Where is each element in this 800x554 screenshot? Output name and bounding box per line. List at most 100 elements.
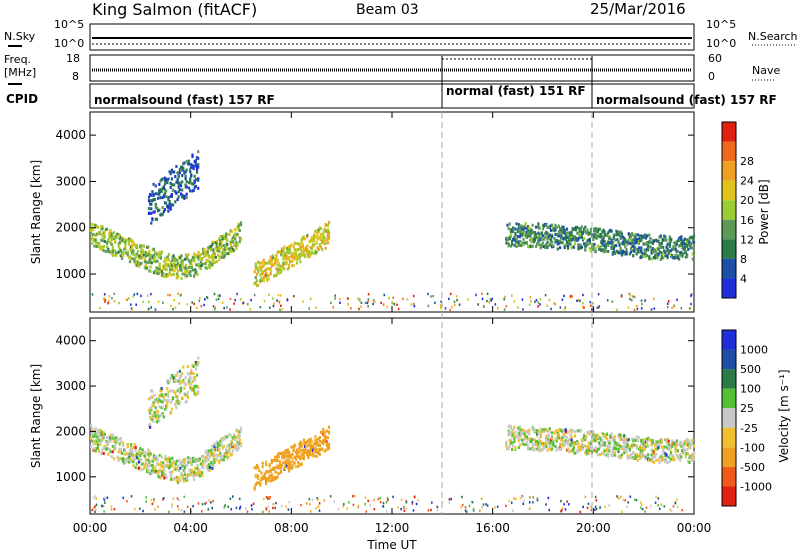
velocity-cell <box>152 471 156 475</box>
velocity-cell <box>161 394 164 398</box>
power-cell <box>650 249 653 252</box>
velocity-cell <box>90 445 93 449</box>
velocity-cell <box>93 434 96 438</box>
power-cell <box>679 236 682 239</box>
power-speckle <box>563 308 566 311</box>
power-speckle <box>358 307 360 311</box>
velocity-cell <box>569 433 572 437</box>
velocity-cell <box>557 432 561 436</box>
velocity-cell <box>676 449 679 453</box>
power-cell <box>301 253 304 257</box>
power-cell <box>293 255 296 259</box>
velocity-cell <box>683 449 686 453</box>
velocity-cell <box>569 437 572 441</box>
power-speckle <box>666 306 669 309</box>
velocity-cell <box>583 434 586 438</box>
velocity-cell <box>589 439 593 443</box>
power-speckle <box>534 300 536 304</box>
velocity-speckle <box>590 508 593 512</box>
power-cell <box>210 244 213 248</box>
power-cell <box>95 241 98 245</box>
velocity-cell <box>166 380 169 384</box>
power-cell <box>185 185 188 189</box>
velocity-cell <box>324 434 327 438</box>
power-cell <box>680 235 683 239</box>
velocity-speckle <box>272 502 275 506</box>
velocity-speckle <box>619 495 622 499</box>
velocity-cell <box>564 429 567 433</box>
power-cell <box>631 241 634 245</box>
power-speckle <box>367 305 369 308</box>
power-cell <box>128 260 132 264</box>
power-cell <box>548 233 551 237</box>
velocity-cell <box>210 463 213 466</box>
velocity-speckle <box>385 501 388 504</box>
velocity-cell <box>195 471 198 475</box>
power-cell <box>283 245 286 249</box>
power-cell <box>686 244 689 248</box>
power-cell <box>159 196 162 200</box>
velocity-cell <box>554 444 557 448</box>
velocity-cell <box>143 450 146 454</box>
velocity-cell <box>686 438 689 441</box>
velocity-cell <box>511 448 514 451</box>
velocity-cell <box>569 444 572 448</box>
power-cell <box>666 256 669 260</box>
power-cell <box>611 241 614 244</box>
power-cell <box>233 243 236 247</box>
velocity-cell <box>541 443 545 447</box>
power-cell <box>597 234 601 238</box>
power-cell <box>548 237 551 241</box>
velocity-speckle <box>594 508 596 512</box>
power-cell <box>681 252 684 256</box>
power-speckle <box>467 298 469 301</box>
velocity-cell <box>181 474 184 478</box>
power-cell <box>592 238 595 242</box>
power-cell <box>307 253 310 257</box>
power-cell <box>187 181 191 185</box>
velocity-cell <box>194 392 197 396</box>
power-cell <box>159 179 162 183</box>
power-cell <box>211 253 214 257</box>
velocity-cell <box>285 460 288 464</box>
velocity-speckle <box>382 501 385 505</box>
velocity-cell <box>159 414 162 418</box>
power-cell <box>152 257 156 261</box>
power-cell <box>165 258 168 262</box>
power-cell <box>260 276 263 280</box>
power-cell <box>303 237 307 241</box>
velocity-cell <box>233 433 236 437</box>
velocity-colorbar-swatch <box>722 369 736 389</box>
power-cell <box>236 242 239 246</box>
power-cell <box>131 239 134 243</box>
velocity-cell <box>206 467 209 471</box>
velocity-speckle <box>387 498 389 502</box>
velocity-cell <box>675 439 678 443</box>
power-cell <box>650 251 653 255</box>
velocity-cell <box>658 440 661 444</box>
power-cells <box>90 150 696 312</box>
velocity-colorbar-tick: 25 <box>740 402 754 415</box>
velocity-cell <box>270 478 273 482</box>
velocity-cell <box>176 395 179 399</box>
velocity-speckle <box>309 503 311 506</box>
velocity-speckle <box>379 496 382 500</box>
power-cell <box>146 266 149 270</box>
power-cell <box>238 240 241 244</box>
power-cell <box>159 189 162 193</box>
velocity-cell <box>96 446 100 450</box>
power-cell <box>158 267 161 271</box>
power-cell <box>625 252 628 256</box>
power-cell <box>192 189 195 192</box>
power-cell <box>163 182 167 186</box>
power-cell <box>570 230 573 234</box>
velocity-speckle <box>250 504 253 507</box>
velocity-cell <box>652 450 655 454</box>
power-cell <box>114 249 117 253</box>
velocity-cell <box>181 464 184 468</box>
power-speckle <box>315 306 317 309</box>
velocity-cell <box>599 436 602 440</box>
power-cell <box>527 245 530 249</box>
velocity-cell <box>150 417 153 421</box>
velocity-cell <box>171 396 175 400</box>
